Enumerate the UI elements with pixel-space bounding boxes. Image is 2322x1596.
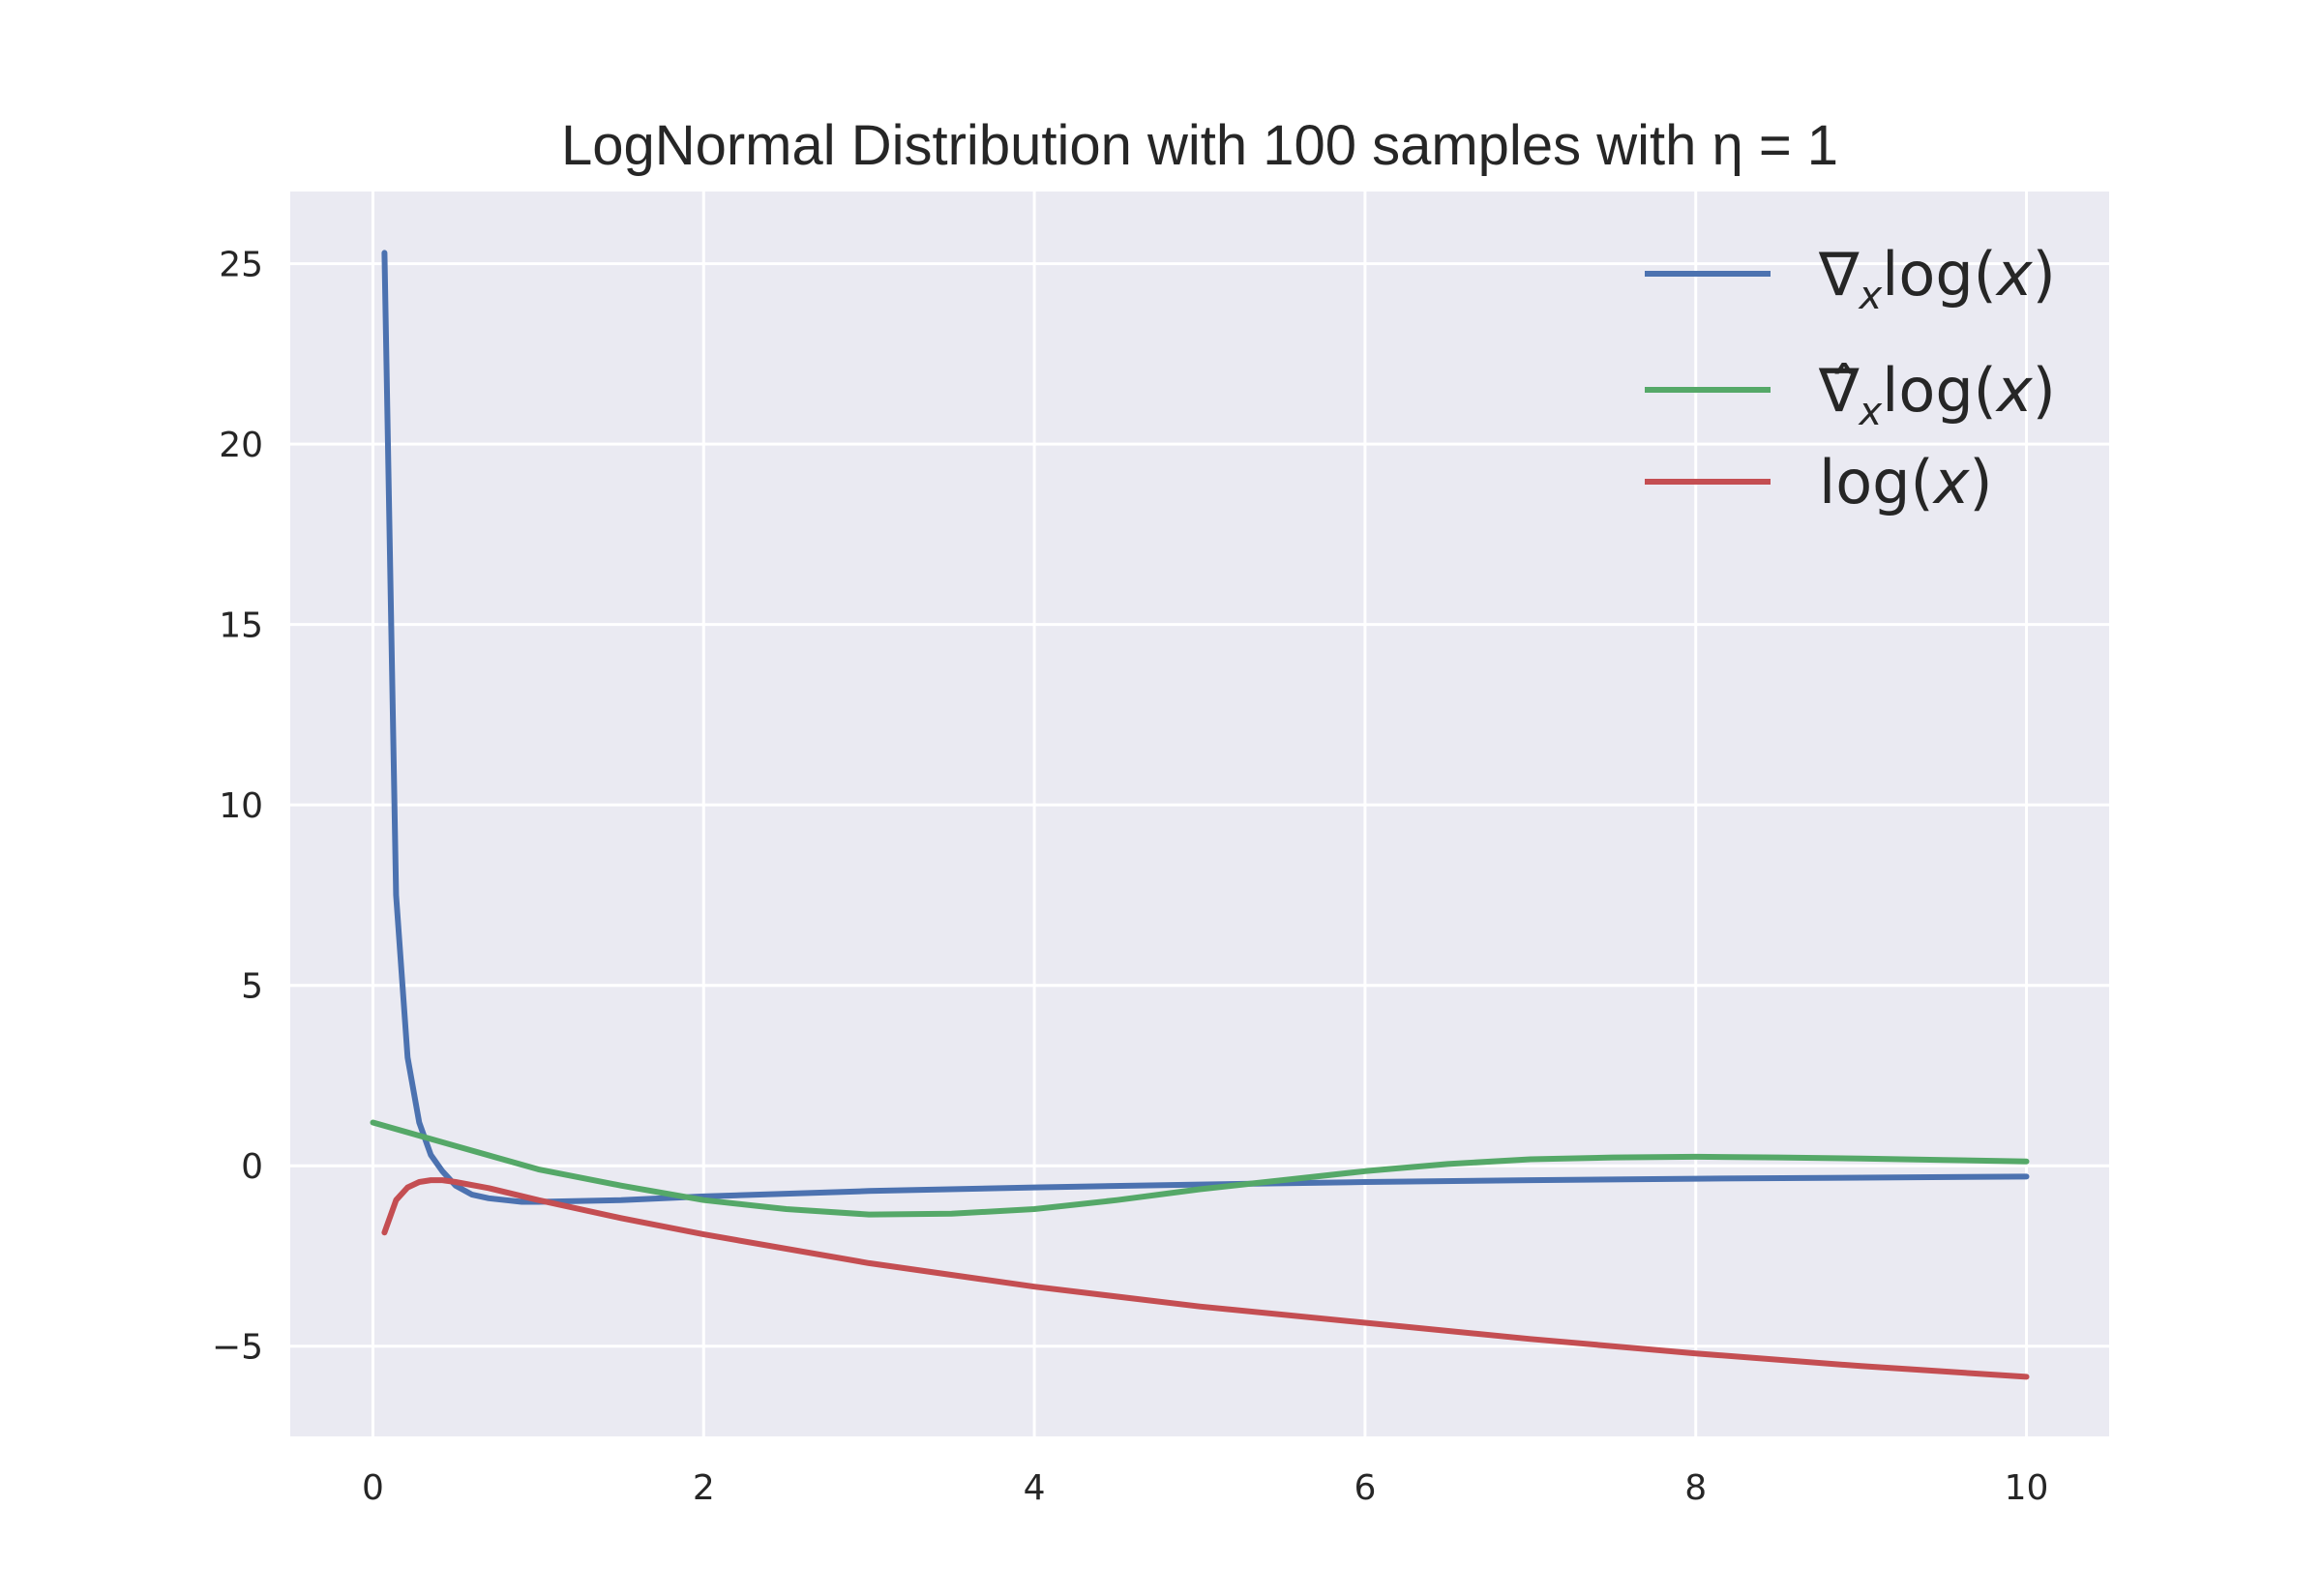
legend-label-1: ∇̂xlog(x)	[1818, 355, 2056, 434]
legend: ∇xlog(x)∇̂xlog(x)log(x)	[1645, 239, 2056, 517]
x-tick-label: 0	[362, 1468, 384, 1508]
series-line-2	[381, 1177, 2030, 1380]
plot-background	[290, 192, 2109, 1436]
y-tick-label: 10	[219, 786, 263, 826]
y-tick-label: 0	[241, 1147, 263, 1187]
x-tick-label: 4	[1024, 1468, 1046, 1508]
x-tick-label: 8	[1684, 1468, 1707, 1508]
y-tick-label: 20	[219, 426, 263, 465]
legend-variable: x	[1995, 355, 2034, 426]
y-axis-ticks: −5 0 5 10 15 20 25	[212, 246, 263, 1368]
y-tick-label: 15	[219, 606, 263, 646]
x-tick-label: 10	[2005, 1468, 2049, 1508]
x-tick-label: 2	[693, 1468, 715, 1508]
legend-close-paren: )	[2033, 355, 2056, 426]
x-tick-label: 6	[1354, 1468, 1376, 1508]
legend-nabla: ∇̂	[1818, 355, 1860, 426]
legend-variable: x	[1932, 447, 1971, 517]
legend-log: log(	[1882, 239, 1997, 310]
legend-log: log(	[1819, 447, 1934, 517]
y-tick-label: 25	[219, 246, 263, 285]
legend-nabla: ∇	[1818, 239, 1860, 310]
legend-variable: x	[1995, 239, 2034, 310]
chart-title: LogNormal Distribution with 100 samples …	[561, 114, 1838, 177]
legend-label-0: ∇xlog(x)	[1818, 239, 2056, 318]
legend-subscript: x	[1857, 390, 1882, 434]
x-axis-ticks: 0 2 4 6 8 10	[362, 1468, 2048, 1508]
y-tick-label: 5	[241, 967, 263, 1007]
y-tick-label: −5	[212, 1328, 263, 1368]
legend-close-paren: )	[2033, 239, 2056, 310]
legend-subscript: x	[1857, 274, 1882, 318]
series-line-1	[370, 1119, 2030, 1218]
legend-close-paren: )	[1969, 447, 1992, 517]
legend-label-2: log(x)	[1819, 447, 1993, 517]
series-lines	[370, 250, 2030, 1380]
grid	[290, 192, 2109, 1436]
legend-log: log(	[1882, 355, 1997, 426]
